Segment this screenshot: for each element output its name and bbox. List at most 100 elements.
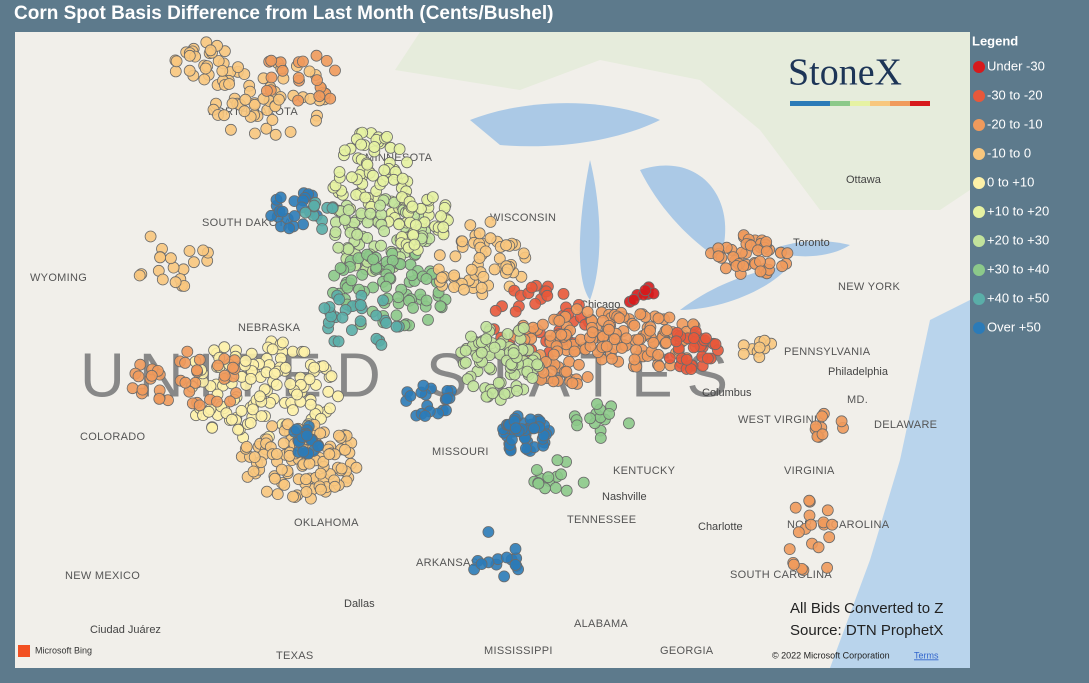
bid-dot: [434, 300, 447, 313]
legend-title: Legend: [972, 33, 1018, 48]
bid-dot: [549, 482, 562, 494]
bid-dot: [457, 283, 470, 296]
bid-dot: [226, 97, 239, 110]
bid-dot: [498, 570, 511, 583]
lake-michigan: [579, 160, 600, 300]
bid-dot: [190, 364, 203, 377]
terms-link[interactable]: Terms: [914, 650, 939, 660]
bid-dot: [392, 291, 405, 304]
state-label: WEST VIRGINIA: [738, 414, 825, 426]
bid-dot: [449, 250, 462, 263]
bid-dot: [153, 392, 166, 405]
bid-dot: [313, 90, 326, 103]
bid-dot: [475, 346, 488, 359]
state-label: NEBRASKA: [238, 322, 301, 334]
bid-dot: [378, 225, 391, 238]
bid-dot: [473, 252, 486, 264]
bid-dot: [226, 361, 239, 374]
bid-dot: [600, 340, 613, 353]
bid-dot: [560, 365, 573, 378]
state-label: DELAWARE: [874, 419, 937, 431]
legend-marker: [973, 264, 985, 276]
bid-dot: [156, 273, 169, 286]
bid-dot: [406, 200, 419, 213]
bid-dot: [248, 451, 261, 464]
bid-dot: [509, 422, 522, 435]
bid-dot: [606, 352, 618, 365]
bid-dot: [136, 383, 149, 396]
bid-dot: [660, 336, 672, 349]
bid-dot: [183, 245, 196, 257]
bid-dot: [835, 415, 848, 428]
bid-dot: [232, 61, 244, 73]
bid-dot: [620, 332, 633, 345]
state-label: SOUTH CAROLINA: [730, 569, 832, 581]
bid-dot: [300, 473, 312, 486]
bid-dot: [253, 390, 266, 403]
legend-marker: [973, 90, 985, 102]
bid-dot: [276, 336, 289, 349]
bid-dot: [753, 341, 766, 354]
bid-dot: [407, 301, 419, 314]
bid-dot: [586, 326, 599, 339]
bid-dot: [467, 380, 480, 393]
bid-dot: [555, 328, 568, 341]
bid-dot: [541, 289, 554, 302]
attribution: Microsoft Bing: [35, 645, 92, 655]
bid-dot: [332, 241, 345, 254]
bid-dot: [805, 518, 817, 531]
bid-dot: [277, 437, 290, 450]
bid-dot: [652, 312, 665, 325]
bid-dot: [547, 348, 560, 361]
bid-dot: [334, 262, 347, 274]
bid-dot: [193, 353, 206, 366]
state-label: COLORADO: [80, 431, 145, 443]
bid-dot: [269, 128, 282, 141]
bid-dot: [332, 429, 345, 442]
bid-dot: [405, 269, 418, 282]
bid-dot: [375, 338, 388, 351]
legend-label: +30 to +40: [987, 261, 1049, 276]
bid-dot: [639, 284, 652, 297]
bid-dot: [144, 230, 157, 243]
bid-dot: [235, 404, 248, 417]
bid-dot: [339, 443, 351, 456]
bid-dot: [448, 281, 460, 294]
bid-dot: [401, 156, 413, 169]
bid-dot: [709, 338, 722, 351]
bid-dot: [177, 263, 190, 276]
state-label: WISCONSIN: [490, 212, 556, 224]
bid-dot: [627, 293, 640, 306]
bid-dot: [338, 144, 351, 157]
bid-dot: [498, 388, 511, 400]
bid-dot: [634, 308, 647, 321]
state-label: OKLAHOMA: [294, 517, 359, 529]
bid-dot: [581, 305, 594, 318]
bid-dot: [568, 345, 581, 358]
bid-dot: [367, 253, 380, 266]
bid-dot: [154, 251, 167, 264]
bid-dot: [268, 367, 281, 380]
bid-dot: [216, 65, 229, 77]
bid-dot: [179, 356, 192, 369]
bid-dot: [760, 245, 773, 258]
bid-dot: [248, 98, 261, 111]
bid-dot: [202, 405, 215, 418]
bid-dot: [336, 311, 349, 324]
legend-marker: [973, 206, 985, 218]
city-label: Charlotte: [698, 521, 743, 533]
bid-dot: [488, 341, 501, 354]
bid-dot: [275, 463, 288, 476]
bid-dot: [409, 219, 422, 232]
bid-dot: [198, 73, 211, 86]
bid-dot: [297, 445, 310, 458]
bid-dot: [560, 484, 573, 497]
logo-bar-segment: [790, 101, 810, 106]
note: Source: DTN ProphetX: [790, 622, 943, 639]
bid-dot: [332, 390, 344, 403]
bid-dot: [440, 392, 453, 405]
bid-dot: [473, 227, 486, 240]
logo-bar-segment: [870, 101, 890, 106]
bid-dot: [312, 440, 325, 453]
bid-dot: [300, 486, 313, 498]
